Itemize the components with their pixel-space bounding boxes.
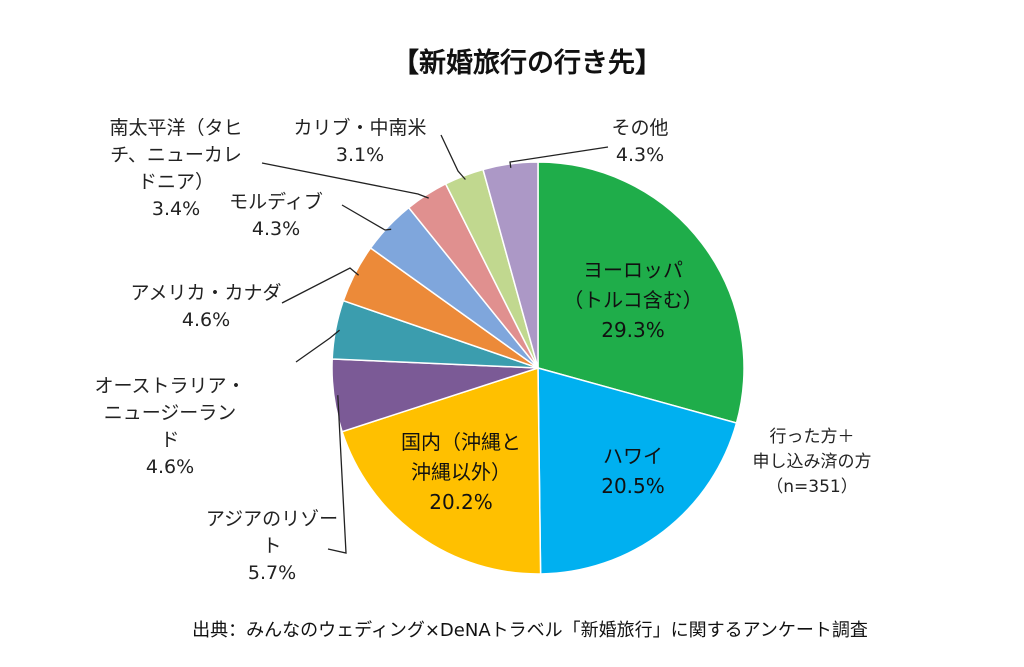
slice-label-2-line: ハワイ: [603, 444, 663, 468]
slice-label-10-line: その他: [611, 117, 668, 139]
slice-label-9-line: 3.1%: [336, 144, 384, 166]
slice-labels: ヨーロッパ （トルコ含む） 29.3% ハワイ 20.5% 国内（沖縄と沖縄以外） 20.2…: [94, 116, 702, 584]
slice-label-6-line: 4.6%: [182, 309, 230, 331]
slice-label-3-line: 国内（沖縄と: [401, 430, 521, 454]
slice-label-4-line: 5.7%: [248, 562, 296, 584]
slice-label-6: アメリカ・カナダ 4.6%: [130, 282, 281, 331]
slice-label-1: ヨーロッパ （トルコ含む） 29.3%: [563, 258, 703, 342]
leader-line-7: [341, 204, 392, 231]
chart-title: 【新婚旅行の行き先】: [392, 47, 662, 79]
slice-label-7-line: モルディブ: [229, 190, 323, 213]
sample-note-line: 申し込み済の方: [753, 452, 872, 472]
leader-lines: [261, 134, 609, 554]
slice-label-7: モルディブ 4.3%: [229, 190, 323, 240]
slice-label-4-line: アジアのリゾー: [206, 508, 338, 530]
slice-label-8-line: 南太平洋（タヒ: [109, 117, 242, 139]
slice-label-5-line: ド: [160, 429, 179, 451]
slice-3: [341, 366, 542, 575]
slice-label-4: アジアのリゾート 5.7%: [206, 508, 338, 584]
slice-label-1-line: （トルコ含む）: [563, 288, 703, 312]
pie-slices: [331, 161, 745, 575]
leader-line-9: [440, 134, 466, 180]
slice-label-5-line: 4.6%: [146, 456, 194, 478]
slice-label-9: カリブ・中南米 3.1%: [293, 116, 426, 166]
slice-label-10: その他 4.3%: [611, 117, 668, 166]
slice-label-8-line: ドニア）: [138, 171, 214, 193]
slice-label-5-line: オーストラリア・: [94, 375, 245, 397]
slice-1: [537, 161, 745, 424]
slice-label-7-line: 4.3%: [252, 218, 300, 240]
slice-label-3: 国内（沖縄と沖縄以外） 20.2%: [401, 430, 521, 514]
leader-line-4: [327, 395, 347, 554]
slice-label-8: 南太平洋（タヒチ、ニューカレドニア） 3.4%: [109, 117, 242, 220]
slice-label-6-line: アメリカ・カナダ: [130, 282, 281, 304]
slice-label-10-line: 4.3%: [616, 144, 664, 166]
slice-label-2-line: 20.5%: [601, 474, 665, 498]
source-caption: 出典：みんなのウェディング×DeNAトラベル「新婚旅行」に関するアンケート調査: [192, 620, 868, 641]
slice-label-5-line: ニュージーラン: [104, 402, 237, 424]
slice-label-8-line: チ、ニューカレ: [110, 144, 242, 166]
slice-label-2: ハワイ 20.5%: [601, 444, 665, 498]
leader-line-8: [261, 162, 429, 199]
slice-label-4-line: ト: [262, 535, 281, 557]
slice-label-1-line: 29.3%: [601, 318, 665, 342]
slice-label-3-line: 20.2%: [429, 490, 493, 514]
slice-label-8-line: 3.4%: [152, 198, 200, 220]
leader-line-10: [509, 146, 609, 168]
sample-note: 行った方＋ 申し込み済の方 （n=351）: [753, 427, 872, 497]
slice-2: [537, 367, 738, 575]
sample-note-line: 行った方＋: [770, 427, 855, 447]
slice-label-5: オーストラリア・ニュージーランド 4.6%: [94, 375, 245, 478]
leader-line-5: [295, 329, 341, 363]
slice-label-9-line: カリブ・中南米: [293, 116, 426, 139]
slice-label-3-line: 沖縄以外）: [411, 460, 511, 484]
leader-line-6: [281, 267, 360, 304]
slice-label-1-line: ヨーロッパ: [583, 258, 683, 282]
sample-note-line: （n=351）: [766, 477, 857, 497]
